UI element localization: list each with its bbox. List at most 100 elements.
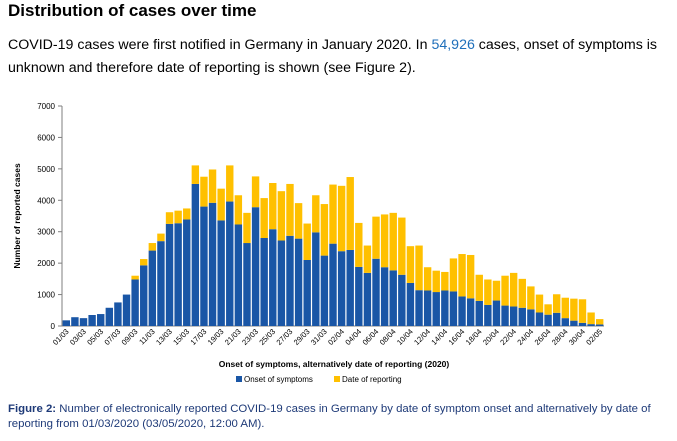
x-tick-label: 20/04 — [481, 327, 501, 347]
figure-caption-label: Figure 2: — [8, 403, 57, 415]
bar-onset-of-symptoms — [561, 318, 569, 326]
bar-onset-of-symptoms — [458, 296, 466, 326]
bar-date-of-reporting — [183, 208, 191, 220]
x-tick-label: 03/03 — [68, 327, 88, 347]
x-tick-label: 27/03 — [275, 327, 295, 347]
bar-date-of-reporting — [191, 165, 200, 184]
x-tick-label: 23/03 — [240, 327, 260, 347]
bar-date-of-reporting — [415, 245, 423, 291]
bar-onset-of-symptoms — [97, 314, 105, 326]
bar-date-of-reporting — [312, 195, 320, 233]
intro-text-before: COVID-19 cases were first notified in Ge… — [8, 37, 432, 53]
bar-date-of-reporting — [329, 184, 337, 244]
bar-date-of-reporting — [509, 272, 518, 307]
bar-onset-of-symptoms — [595, 324, 604, 326]
x-tick-label: 25/03 — [257, 327, 277, 347]
x-tick-label: 07/03 — [103, 327, 123, 347]
y-tick-label: 6000 — [37, 133, 55, 142]
bar-date-of-reporting — [226, 165, 234, 202]
x-tick-label: 08/04 — [378, 327, 398, 347]
x-tick-label: 30/04 — [567, 327, 587, 347]
intro-paragraph: COVID-19 cases were first notified in Ge… — [8, 34, 670, 80]
bar-onset-of-symptoms — [406, 282, 415, 326]
x-tick-label: 02/05 — [584, 327, 604, 347]
x-axis-title: Onset of symptoms, alternatively date of… — [219, 359, 450, 369]
bar-onset-of-symptoms — [587, 324, 595, 326]
bar-date-of-reporting — [174, 210, 182, 224]
bar-onset-of-symptoms — [243, 243, 251, 326]
x-tick-label: 15/03 — [171, 327, 191, 347]
bar-date-of-reporting — [423, 267, 432, 291]
bar-onset-of-symptoms — [251, 207, 260, 326]
x-tick-label: 24/04 — [515, 327, 535, 347]
bar-onset-of-symptoms — [570, 320, 578, 326]
bar-onset-of-symptoms — [544, 314, 552, 326]
bar-onset-of-symptoms — [535, 312, 544, 326]
bar-onset-of-symptoms — [131, 279, 139, 326]
bar-onset-of-symptoms — [346, 249, 354, 326]
bar-date-of-reporting — [140, 259, 148, 266]
bar-onset-of-symptoms — [114, 302, 122, 326]
x-tick-label: 22/04 — [498, 327, 518, 347]
bar-date-of-reporting — [251, 176, 260, 208]
x-tick-label: 14/04 — [429, 327, 449, 347]
bar-onset-of-symptoms — [398, 274, 406, 326]
bar-date-of-reporting — [355, 222, 363, 267]
x-tick-label: 09/03 — [120, 327, 140, 347]
bar-onset-of-symptoms — [320, 255, 329, 326]
bar-date-of-reporting — [595, 319, 604, 325]
bar-onset-of-symptoms — [260, 238, 268, 326]
bar-onset-of-symptoms — [492, 300, 501, 326]
bar-date-of-reporting — [544, 304, 552, 315]
bar-onset-of-symptoms — [105, 307, 114, 326]
x-tick-label: 28/04 — [550, 327, 570, 347]
figure-caption-text: Number of electronically reported COVID-… — [8, 403, 651, 430]
x-tick-label: 11/03 — [137, 327, 156, 346]
x-tick-label: 18/04 — [464, 327, 484, 347]
y-tick-label: 7000 — [37, 102, 55, 111]
bar-onset-of-symptoms — [423, 290, 432, 326]
bar-date-of-reporting — [587, 312, 595, 325]
bar-onset-of-symptoms — [552, 312, 561, 326]
x-tick-label: 12/04 — [412, 327, 432, 347]
x-tick-label: 04/04 — [343, 327, 363, 347]
bar-date-of-reporting — [535, 294, 544, 313]
bar-date-of-reporting — [432, 270, 440, 293]
x-tick-label: 31/03 — [309, 327, 329, 347]
bar-date-of-reporting — [234, 195, 243, 225]
x-tick-label: 16/04 — [447, 327, 467, 347]
bar-onset-of-symptoms — [389, 270, 397, 326]
bar-date-of-reporting — [501, 275, 509, 306]
x-tick-label: 10/04 — [395, 327, 415, 347]
y-tick-label: 5000 — [37, 165, 55, 174]
bar-onset-of-symptoms — [509, 306, 518, 326]
y-axis-title: Number of reported cases — [12, 163, 22, 269]
bar-date-of-reporting — [398, 217, 406, 275]
x-tick-label: 05/03 — [85, 327, 105, 347]
bar-onset-of-symptoms — [157, 241, 165, 326]
bar-date-of-reporting — [466, 254, 475, 299]
bar-onset-of-symptoms — [363, 272, 372, 326]
bar-date-of-reporting — [389, 212, 397, 271]
bar-onset-of-symptoms — [79, 318, 88, 326]
bar-date-of-reporting — [346, 177, 354, 250]
bar-date-of-reporting — [208, 169, 217, 203]
bar-onset-of-symptoms — [286, 235, 294, 326]
bar-onset-of-symptoms — [372, 258, 380, 326]
y-tick-label: 1000 — [37, 291, 55, 300]
x-tick-label: 06/04 — [361, 327, 381, 347]
x-tick-label: 21/03 — [223, 327, 243, 347]
bar-onset-of-symptoms — [234, 224, 243, 326]
bar-date-of-reporting — [406, 246, 415, 283]
y-tick-label: 0 — [51, 322, 56, 331]
bar-onset-of-symptoms — [432, 292, 440, 326]
bar-onset-of-symptoms — [277, 240, 286, 326]
bar-onset-of-symptoms — [71, 317, 79, 326]
bar-date-of-reporting — [243, 212, 251, 244]
x-tick-label: 29/03 — [292, 327, 312, 347]
x-tick-label: 17/03 — [189, 327, 209, 347]
bar-onset-of-symptoms — [449, 291, 458, 326]
bar-onset-of-symptoms — [208, 202, 217, 326]
bar-onset-of-symptoms — [183, 219, 191, 326]
bar-date-of-reporting — [449, 258, 458, 292]
